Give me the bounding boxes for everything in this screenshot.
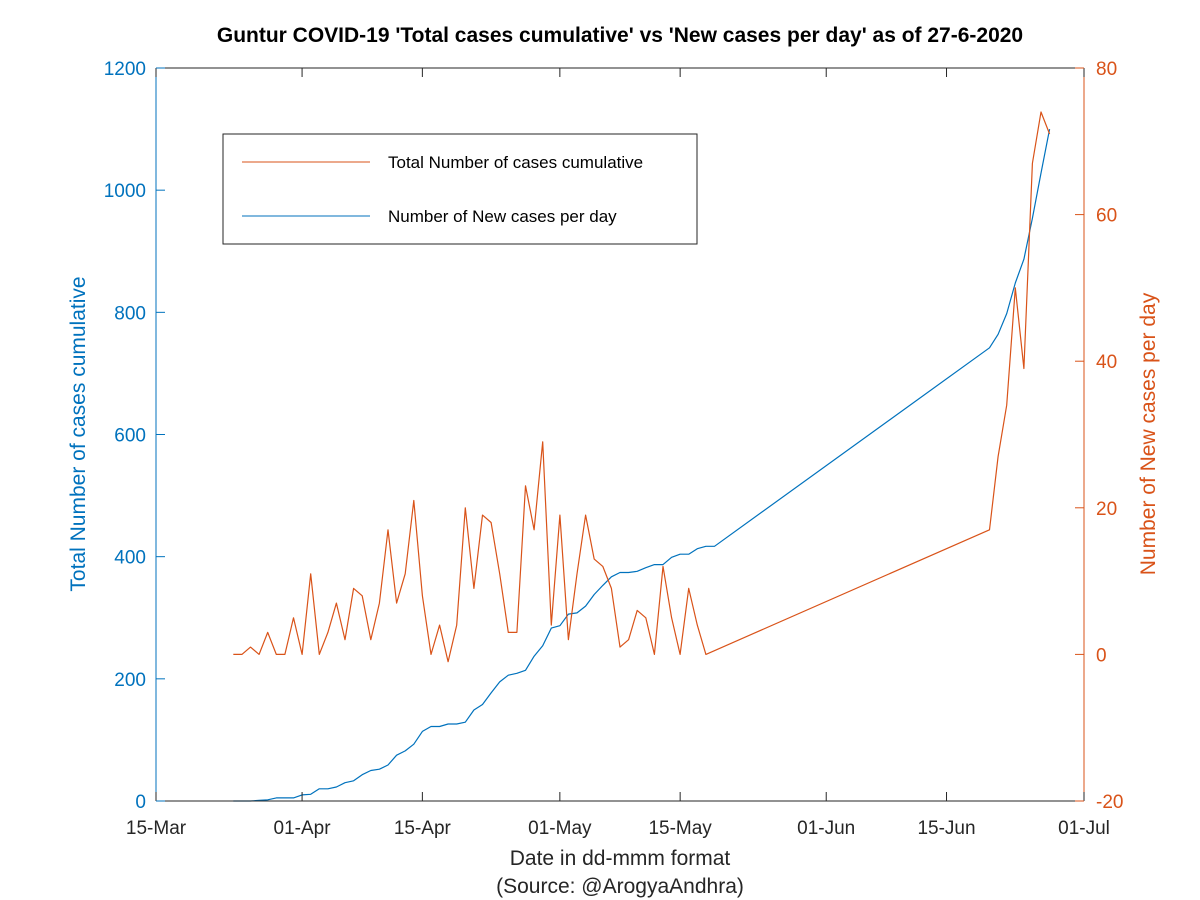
series-line-new-per-day xyxy=(233,111,1051,663)
series-line-total-cumulative xyxy=(233,128,1051,802)
legend-label-total: Total Number of cases cumulative xyxy=(388,153,643,172)
chart-title: Guntur COVID-19 'Total cases cumulative'… xyxy=(217,24,1023,47)
series-layer xyxy=(233,111,1051,802)
x-tick-label: 01-May xyxy=(528,818,592,839)
y-right-tick-label: 20 xyxy=(1096,499,1117,520)
y-left-tick-label: 800 xyxy=(114,303,146,324)
tick-labels: 15-Mar 01-Apr 15-Apr 01-May 15-May 01-Jun 15-J… xyxy=(104,59,1124,839)
x-tick-label: 15-Jun xyxy=(917,818,975,839)
y-axis-left-label: Total Number of cases cumulative xyxy=(67,276,90,591)
y-left-tick-label: 1200 xyxy=(104,59,146,80)
x-tick-label: 01-Jun xyxy=(797,818,855,839)
y-left-tick-label: 1000 xyxy=(104,181,146,202)
x-tick-label: 01-Jul xyxy=(1058,818,1110,839)
y-right-tick-label: 60 xyxy=(1096,206,1117,227)
y-axis-right-label: Number of New cases per day xyxy=(1137,292,1160,575)
legend-box xyxy=(222,133,698,245)
y-right-tick-label: 40 xyxy=(1096,352,1117,373)
legend: Total Number of cases cumulative Number … xyxy=(222,133,698,245)
y-right-tick-label: 0 xyxy=(1096,645,1107,666)
x-tick-label: 15-May xyxy=(648,818,712,839)
x-tick-label: 15-Mar xyxy=(126,818,187,839)
y-left-tick-label: 200 xyxy=(114,670,146,691)
source-label: (Source: @ArogyaAndhra) xyxy=(496,875,744,898)
x-tick-label: 15-Apr xyxy=(394,818,452,839)
y-right-tick-label: -20 xyxy=(1096,792,1123,813)
x-tick-label: 01-Apr xyxy=(274,818,332,839)
axes-layer xyxy=(155,67,1085,802)
y-left-tick-label: 400 xyxy=(114,548,146,569)
y-right-tick-label: 80 xyxy=(1096,59,1117,80)
y-left-tick-label: 0 xyxy=(135,792,146,813)
y-left-tick-label: 600 xyxy=(114,426,146,447)
legend-label-new: Number of New cases per day xyxy=(388,207,617,226)
x-axis-label: Date in dd-mmm format xyxy=(510,847,731,870)
